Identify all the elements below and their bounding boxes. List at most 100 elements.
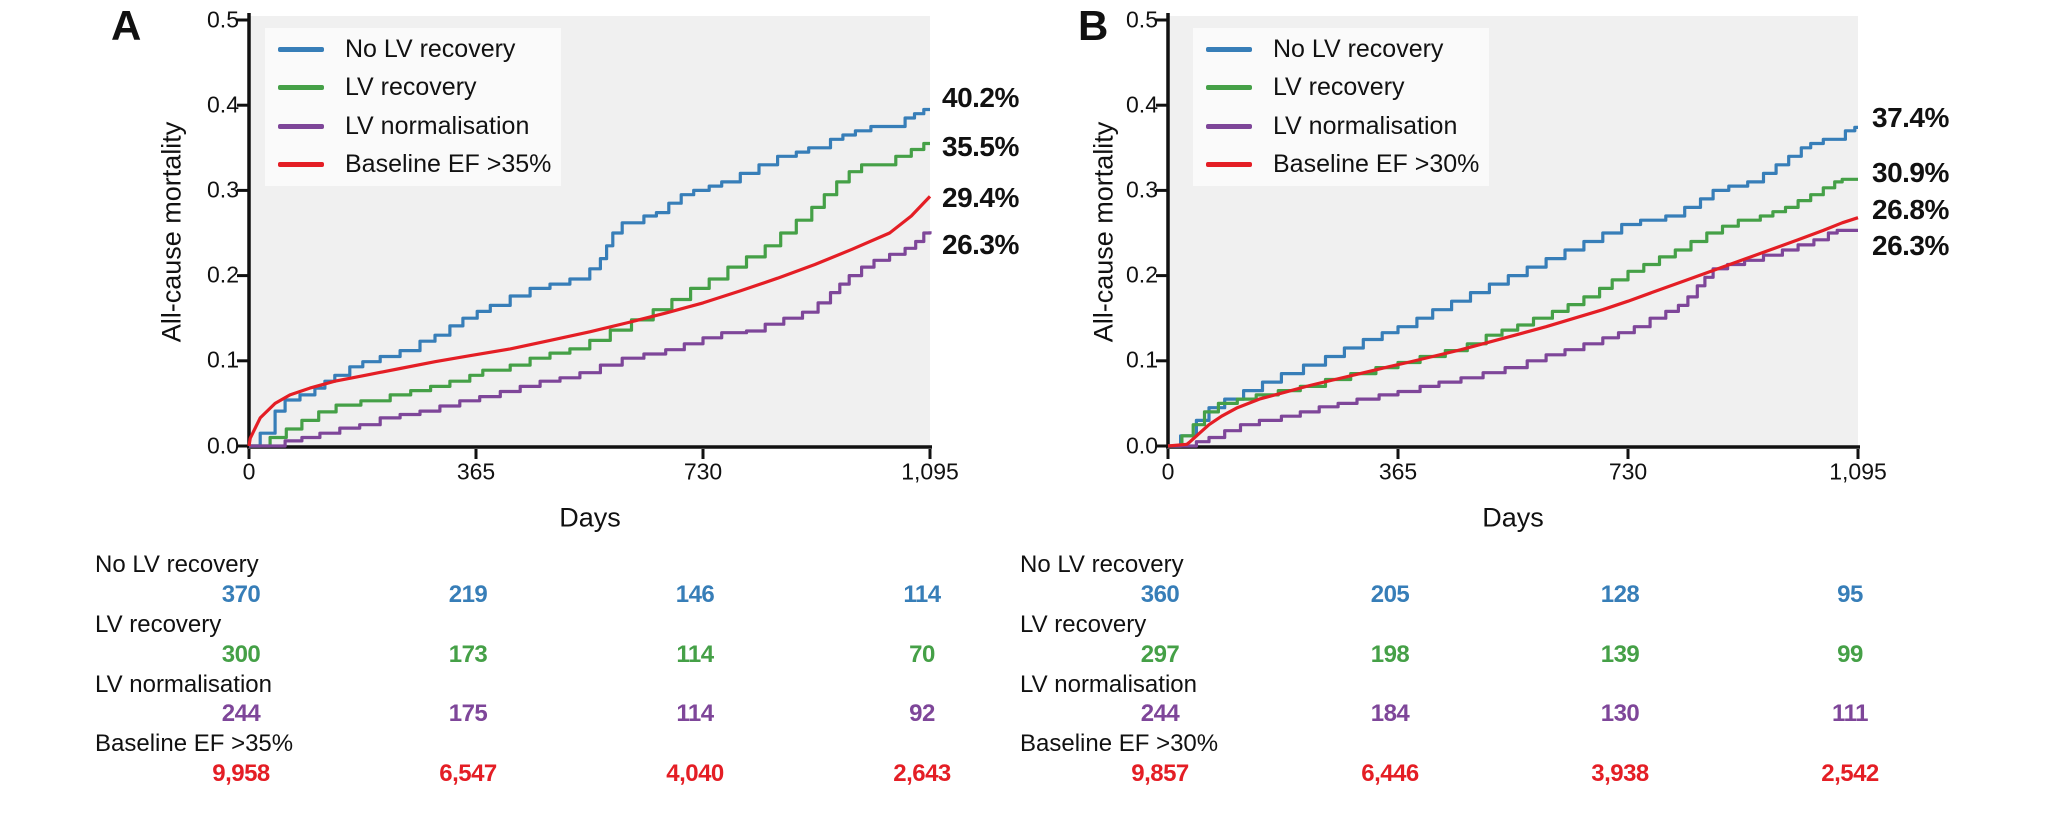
panel-b-letter: B (1078, 2, 1108, 49)
risk-table-value: 175 (448, 700, 488, 727)
panel-b-legend: No LV recovery LV recovery LV normalisat… (1193, 28, 1489, 186)
legend-label: LV recovery (345, 73, 477, 102)
risk-table-row-label: No LV recovery (95, 551, 259, 578)
legend-line-swatch-purple (278, 123, 324, 129)
panel-a-endlabel-lv-recovery: 35.5% (942, 131, 1019, 162)
risk-table-value: 146 (675, 581, 715, 608)
risk-table-value: 205 (1370, 581, 1410, 608)
risk-table-value: 114 (676, 641, 714, 668)
risk-table-value: 244 (221, 700, 261, 727)
legend-item: No LV recovery (265, 30, 561, 68)
panel-a-y-axis-title: All-cause mortality (156, 121, 187, 343)
panel-a-ytick-0.5: 0.5 (207, 6, 239, 33)
risk-table-value: 2,643 (893, 760, 951, 787)
risk-table-value: 99 (1837, 641, 1863, 668)
risk-table-row-label: Baseline EF >30% (1020, 730, 1219, 757)
panel-b-xtick-1095: 1,095 (1829, 458, 1887, 485)
risk-table-row-label: LV normalisation (1020, 671, 1197, 698)
panel-b-ytick-0.1: 0.1 (1126, 346, 1158, 373)
legend-label: No LV recovery (1273, 34, 1444, 63)
panel-a-endlabel-lv-normalisation: 26.3% (942, 229, 1019, 260)
risk-table-row-label: LV normalisation (95, 671, 272, 698)
risk-table-value: 6,446 (1361, 760, 1419, 787)
panel-a-legend: No LV recovery LV recovery LV normalisat… (265, 28, 561, 186)
panel-a-letter: A (111, 2, 141, 49)
legend-line-swatch-red (1206, 162, 1252, 168)
panel-a-xtick-730: 730 (683, 458, 723, 485)
panel-b-xtick-730: 730 (1608, 458, 1648, 485)
risk-table-value: 184 (1370, 700, 1410, 727)
panel-b-endlabel-lv-normalisation: 26.3% (1872, 230, 1949, 261)
legend-line-swatch-green (1206, 85, 1252, 91)
legend-label: LV normalisation (1273, 111, 1458, 140)
panel-a-ytick-0.1: 0.1 (207, 346, 239, 373)
panel-a-xtick-365: 365 (456, 458, 496, 485)
risk-table-value: 244 (1140, 700, 1180, 727)
risk-table-value: 219 (448, 581, 488, 608)
panel-b-x-axis-title: Days (1482, 502, 1544, 533)
panel-b-xtick-365: 365 (1378, 458, 1418, 485)
risk-table-value: 114 (676, 700, 714, 727)
risk-table-value: 70 (909, 641, 935, 668)
panel-b-ytick-0.2: 0.2 (1126, 261, 1158, 288)
legend-item: LV normalisation (1193, 107, 1489, 145)
risk-table-value: 370 (221, 581, 261, 608)
risk-table-value: 128 (1600, 581, 1640, 608)
panel-b-xtick-0: 0 (1161, 458, 1175, 485)
risk-table-value: 360 (1140, 581, 1180, 608)
panel-a-x-axis-title: Days (559, 502, 621, 533)
legend-label: Baseline EF >30% (1273, 150, 1480, 179)
panel-a-endlabel-no-lv-recovery: 40.2% (942, 82, 1019, 113)
risk-table-value: 6,547 (439, 760, 497, 787)
panel-b-ytick-0.0: 0.0 (1126, 432, 1158, 459)
legend-line-swatch-red (278, 162, 324, 168)
panel-a-ytick-0.2: 0.2 (207, 261, 239, 288)
legend-item: No LV recovery (1193, 30, 1489, 68)
legend-line-swatch-purple (1206, 123, 1252, 129)
risk-table-value: 4,040 (666, 760, 724, 787)
risk-table-value: 111 (1832, 700, 1868, 727)
risk-table-value: 300 (221, 641, 261, 668)
risk-table-row-label: No LV recovery (1020, 551, 1184, 578)
legend-label: LV normalisation (345, 111, 530, 140)
panel-a-ytick-0.0: 0.0 (207, 432, 239, 459)
panel-b-endlabel-lv-recovery: 30.9% (1872, 157, 1949, 188)
panel-b-endlabel-baseline-ef: 26.8% (1872, 194, 1949, 225)
legend-item: LV normalisation (265, 107, 561, 145)
legend-line-swatch-blue (278, 46, 324, 52)
legend-label: No LV recovery (345, 34, 516, 63)
risk-table-value: 9,958 (212, 760, 270, 787)
risk-table-value: 3,938 (1591, 760, 1649, 787)
legend-label: LV recovery (1273, 73, 1405, 102)
panel-b-y-axis-title: All-cause mortality (1088, 121, 1119, 343)
risk-table-value: 2,542 (1821, 760, 1879, 787)
panel-b-endlabel-no-lv-recovery: 37.4% (1872, 102, 1949, 133)
legend-item: Baseline EF >35% (265, 146, 561, 184)
risk-table-value: 92 (909, 700, 935, 727)
panel-b-ytick-0.5: 0.5 (1126, 6, 1158, 33)
legend-label: Baseline EF >35% (345, 150, 552, 179)
legend-item: LV recovery (1193, 69, 1489, 107)
risk-table-row-label: LV recovery (1020, 611, 1147, 638)
panel-b-ytick-0.3: 0.3 (1126, 176, 1158, 203)
panel-a-xtick-1095: 1,095 (901, 458, 959, 485)
panel-a-endlabel-baseline-ef: 29.4% (942, 182, 1019, 213)
panel-b-ytick-0.4: 0.4 (1126, 91, 1158, 118)
risk-table-value: 114 (903, 581, 941, 608)
legend-line-swatch-green (278, 85, 324, 91)
risk-table-value: 297 (1140, 641, 1180, 668)
risk-table-value: 130 (1600, 700, 1640, 727)
risk-table-value: 9,857 (1131, 760, 1189, 787)
risk-table-value: 139 (1600, 641, 1640, 668)
panel-a-ytick-0.3: 0.3 (207, 176, 239, 203)
legend-item: Baseline EF >30% (1193, 146, 1489, 184)
risk-table-row-label: Baseline EF >35% (95, 730, 294, 757)
risk-table-value: 198 (1370, 641, 1410, 668)
panel-a-xtick-0: 0 (242, 458, 256, 485)
risk-table-value: 173 (448, 641, 488, 668)
risk-table-row-label: LV recovery (95, 611, 222, 638)
legend-line-swatch-blue (1206, 46, 1252, 52)
legend-item: LV recovery (265, 69, 561, 107)
